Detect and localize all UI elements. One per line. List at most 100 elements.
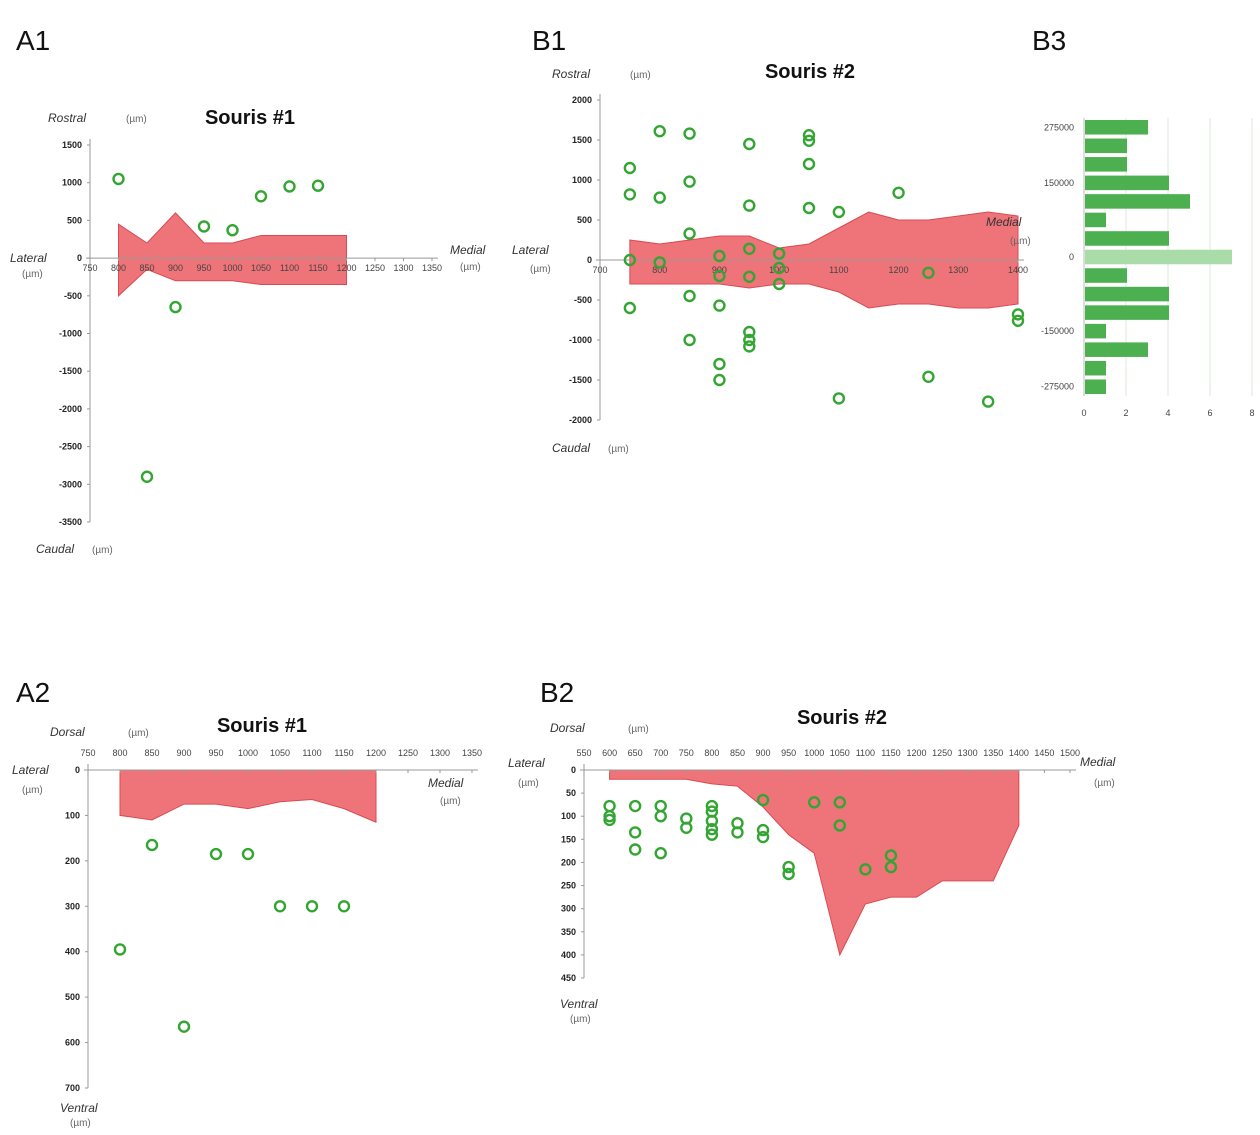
data-point bbox=[209, 847, 223, 861]
x-tick-label: 1450 bbox=[1034, 748, 1054, 758]
axis-unit-left: (µm) bbox=[22, 269, 43, 280]
data-point bbox=[705, 799, 719, 813]
y-tick-label: 100 bbox=[65, 810, 80, 820]
axis-unit-bottom: (µm) bbox=[70, 1118, 91, 1129]
data-point bbox=[922, 266, 935, 279]
y-tick-label: 0 bbox=[77, 253, 82, 263]
data-point bbox=[653, 191, 666, 204]
y-tick-label: 500 bbox=[577, 215, 592, 225]
bar bbox=[1085, 360, 1106, 376]
data-point bbox=[832, 205, 846, 219]
x-tick-label: 900 bbox=[176, 748, 191, 758]
data-point bbox=[833, 819, 846, 832]
y-tick-label: -2000 bbox=[569, 415, 592, 425]
x-tick-label: 1200 bbox=[907, 748, 927, 758]
data-point bbox=[653, 124, 666, 138]
x-tick-label: 950 bbox=[781, 748, 796, 758]
x-tick-label: 1000 bbox=[804, 748, 824, 758]
chart-title: Souris #1 bbox=[205, 107, 295, 129]
axis-label-right: Medial bbox=[428, 776, 464, 790]
y-tick-label: -500 bbox=[64, 291, 82, 301]
data-point bbox=[305, 900, 319, 913]
data-point bbox=[713, 299, 726, 312]
x-tick-label: 1350 bbox=[983, 748, 1003, 758]
x-tick-label: 1250 bbox=[398, 748, 418, 758]
axis-unit-right: (µm) bbox=[440, 796, 461, 807]
data-point bbox=[756, 823, 770, 837]
x-tick-label: 1350 bbox=[422, 263, 442, 273]
x-tick-label: 1200 bbox=[336, 263, 356, 273]
x-tick-label: 1300 bbox=[430, 748, 450, 758]
data-point bbox=[197, 220, 211, 233]
axis-unit-top: (µm) bbox=[630, 70, 651, 81]
data-point bbox=[254, 190, 268, 203]
x-tick-label: 1100 bbox=[280, 263, 299, 273]
data-point bbox=[743, 325, 756, 339]
x-tick-label: 1150 bbox=[308, 263, 327, 273]
axis-unit-top: (µm) bbox=[628, 724, 649, 735]
y-tick-label: -500 bbox=[574, 295, 592, 305]
chart-title: Souris #2 bbox=[797, 707, 887, 729]
data-point bbox=[808, 796, 821, 809]
axis-label-left: Lateral bbox=[12, 763, 49, 777]
data-point bbox=[177, 1020, 191, 1033]
x-tick-label: 1050 bbox=[251, 263, 271, 273]
x-tick-label: 950 bbox=[208, 748, 223, 758]
data-point bbox=[981, 395, 995, 408]
axis-label-top: Rostral bbox=[48, 111, 86, 125]
panel-letter: A1 bbox=[16, 25, 50, 56]
axis-label-top: Dorsal bbox=[550, 721, 585, 735]
axis-unit-right: (µm) bbox=[460, 262, 481, 273]
y-tick-label: 300 bbox=[561, 904, 576, 914]
y-tick-label: 2000 bbox=[572, 95, 592, 105]
bar bbox=[1085, 342, 1148, 357]
y-tick-label: -3000 bbox=[59, 479, 82, 489]
data-point bbox=[713, 269, 726, 283]
y-tick-label: 500 bbox=[65, 992, 80, 1002]
y-tick-label: 1000 bbox=[572, 175, 592, 185]
x-tick-label: 1000 bbox=[238, 748, 258, 758]
bar bbox=[1085, 379, 1106, 394]
data-point bbox=[892, 186, 905, 200]
data-point bbox=[1011, 314, 1025, 327]
data-point bbox=[731, 826, 744, 839]
data-point bbox=[603, 813, 616, 827]
data-point bbox=[743, 242, 756, 256]
x-tick-label: 1150 bbox=[334, 748, 353, 758]
data-point bbox=[140, 470, 154, 483]
x-tick-label: 1400 bbox=[1008, 265, 1028, 275]
bar bbox=[1085, 268, 1127, 283]
axis-label-bottom: Ventral bbox=[560, 997, 598, 1011]
y-tick-label: 100 bbox=[561, 811, 576, 821]
x-tick-label: 750 bbox=[82, 263, 97, 273]
data-point bbox=[743, 199, 756, 212]
axis-unit-left: (µm) bbox=[530, 264, 551, 275]
y-tick-label: 700 bbox=[65, 1083, 80, 1093]
x-tick-label: 800 bbox=[112, 748, 127, 758]
axis-label-left: Lateral bbox=[10, 251, 47, 265]
bar bbox=[1085, 286, 1169, 302]
data-point bbox=[628, 826, 642, 839]
axis-unit-left: (µm) bbox=[518, 778, 539, 789]
axis-unit-right: (µm) bbox=[1010, 236, 1031, 247]
axis-label-top: Dorsal bbox=[50, 725, 85, 739]
y-tick-label: -1000 bbox=[569, 335, 592, 345]
x-tick-label: 850 bbox=[730, 748, 745, 758]
axis-label-right: Medial bbox=[450, 243, 486, 257]
data-point bbox=[713, 249, 726, 263]
y-tick-label: 0 bbox=[587, 255, 592, 265]
x-tick-label: 1100 bbox=[302, 748, 321, 758]
data-point bbox=[112, 172, 125, 186]
x-tick-label: 1000 bbox=[222, 263, 242, 273]
data-point bbox=[884, 849, 898, 862]
x-tick-label: 750 bbox=[679, 748, 694, 758]
chart-b2: B2 Souris #2 550 600 650 700 750 800 850 900 950 10… bbox=[508, 677, 1116, 1025]
x-tick-label: 1400 bbox=[1009, 748, 1029, 758]
bar bbox=[1085, 157, 1127, 172]
axis-unit-top: (µm) bbox=[128, 728, 149, 739]
y-tick-label: 200 bbox=[65, 856, 80, 866]
data-point bbox=[628, 799, 642, 813]
y-tick-label: 0 bbox=[75, 765, 80, 775]
data-point bbox=[802, 134, 816, 148]
data-point bbox=[772, 261, 786, 275]
